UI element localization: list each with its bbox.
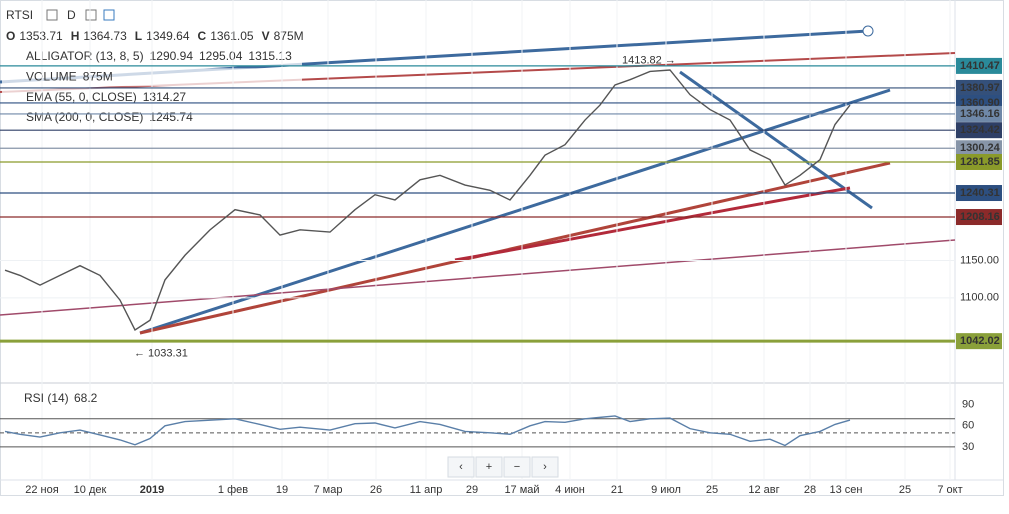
toolbar: RTSI D (6, 8, 115, 22)
x-tick-label: 12 авг (748, 484, 779, 496)
price-badge-label: 1360.90 (960, 97, 1000, 109)
x-tick-label: 22 ноя (25, 484, 58, 496)
price-badge-label: 1042.02 (960, 335, 1000, 347)
price-pane: 1100.00 1150.00 22 ноя 10 дек 2019 1 фев 19 7 м… (0, 0, 1002, 496)
x-tick-label: 21 (611, 484, 623, 496)
trendline (0, 239, 956, 316)
high-label: 1413.82 → (622, 54, 676, 66)
price-line (4, 69, 851, 331)
price-badge-label: 1410.47 (960, 60, 1000, 72)
x-tick-label: 17 май (504, 484, 539, 496)
controls: ‹ + − › (447, 456, 559, 478)
price-badge-label: 1240.31 (960, 187, 1000, 199)
price-badge (956, 140, 1002, 157)
indicator-name: VOLUME (26, 69, 77, 83)
y-tick-label: 1100.00 (960, 292, 999, 304)
ohlc-label: L (135, 29, 142, 43)
price-badge-label: 1346.16 (960, 108, 1000, 120)
price-badge (956, 333, 1002, 350)
symbol[interactable]: RTSI (6, 8, 33, 22)
x-tick-label: 26 (370, 484, 382, 496)
ohlc-label: V (262, 29, 270, 43)
price-badge (956, 209, 1002, 226)
trendline-handle[interactable] (862, 25, 874, 37)
price-badge (956, 105, 1002, 122)
control-button[interactable] (503, 456, 531, 478)
y-tick-label: 30 (962, 441, 974, 453)
indicator-value: 1314.27 (143, 90, 187, 104)
x-tick-label: 25 (706, 484, 718, 496)
x-tick-label: 13 сен (830, 484, 863, 496)
x-tick-label: 11 апр (410, 484, 443, 496)
price-badge-label: 1208.16 (960, 211, 1000, 223)
rsi-line (4, 415, 851, 447)
x-tick-label: 25 (899, 484, 911, 496)
indicator-value: 1290.94 (150, 49, 194, 63)
indicator-value: 1315.13 (248, 49, 292, 63)
ohlc-label: O (6, 29, 15, 43)
ohlc-label: C (198, 29, 207, 43)
x-tick-label: 1 фев (218, 484, 248, 496)
interval[interactable]: D (67, 8, 76, 22)
price-badge (956, 79, 1002, 96)
indicators-icon[interactable] (85, 9, 97, 21)
control-button[interactable] (531, 456, 559, 478)
rsi-value: 68.2 (74, 391, 98, 405)
y-tick-label: 90 (962, 399, 974, 411)
rsi-pane: 30 60 90 RSI (14) 68.2 (0, 391, 974, 453)
x-tick-label: 10 дек (74, 484, 107, 496)
indicator-name: SMA (200, 0, CLOSE) (26, 110, 143, 124)
price-badge (956, 122, 1002, 139)
x-tick-label: 28 (804, 484, 816, 496)
y-tick-label: 60 (962, 420, 974, 432)
frame (0, 0, 1004, 496)
ohlc-value: 1361.05 (210, 29, 254, 43)
indicator-value: 875M (83, 69, 113, 83)
price-badge-label: 1324.42 (960, 124, 1000, 136)
control-label[interactable]: ‹ (459, 461, 463, 473)
control-label[interactable]: + (486, 461, 492, 473)
price-badge-label: 1281.85 (960, 156, 1000, 168)
ohlc-label: H (71, 29, 80, 43)
indicator-value: 1245.74 (149, 110, 193, 124)
x-tick-label: 29 (466, 484, 478, 496)
control-button[interactable] (447, 456, 475, 478)
settings-icon[interactable] (103, 9, 115, 21)
ohlc-value: 1349.64 (146, 29, 190, 43)
ohlc-value: 875M (274, 29, 304, 43)
indicator-name: EMA (55, 0, CLOSE) (26, 90, 137, 104)
low-label: ← 1033.31 (134, 348, 188, 360)
price-badge (956, 57, 1002, 74)
compare-icon[interactable] (46, 9, 58, 21)
rsi-title: RSI (14) (24, 391, 69, 405)
price-badge-label: 1380.97 (960, 82, 1000, 94)
sma-line (454, 186, 851, 262)
control-label[interactable]: › (543, 461, 547, 473)
price-badge-label: 1300.24 (960, 142, 1001, 154)
x-tick-label: 2019 (140, 484, 164, 496)
ohlc-value: 1353.71 (19, 29, 63, 43)
x-tick-label: 19 (276, 484, 288, 496)
x-tick-label: 7 окт (937, 484, 962, 496)
indicator-value: 1295.04 (199, 49, 243, 63)
indicator-name: ALLIGATOR (13, 8, 5) (26, 49, 144, 63)
x-tick-label: 4 июн (555, 484, 585, 496)
x-tick-label: 9 июл (651, 484, 681, 496)
control-button[interactable] (475, 456, 503, 478)
x-tick-label: 7 мар (314, 484, 343, 496)
price-badge (956, 153, 1002, 170)
ohlc-value: 1364.73 (83, 29, 127, 43)
control-label[interactable]: − (514, 461, 520, 473)
price-badge (956, 185, 1002, 202)
y-tick-label: 1150.00 (960, 254, 999, 266)
